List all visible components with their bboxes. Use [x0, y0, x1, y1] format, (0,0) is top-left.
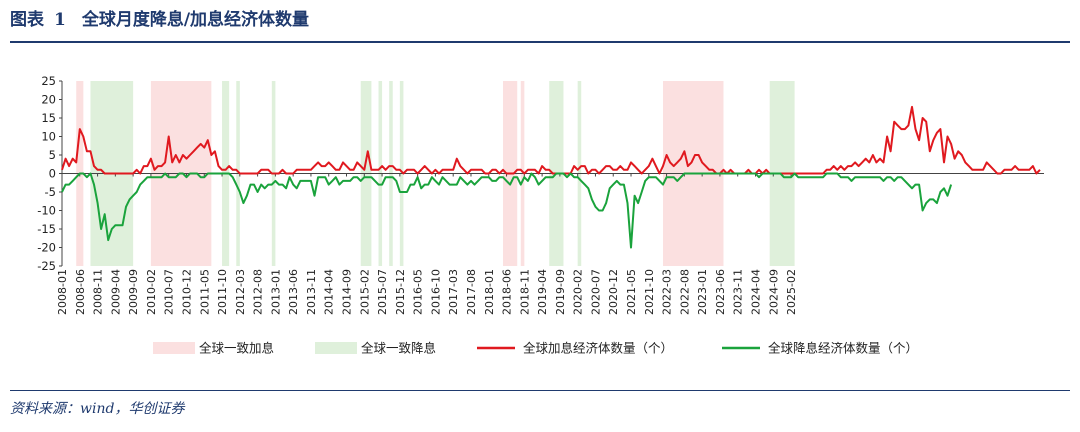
y-tick-label: 20 — [41, 93, 56, 107]
legend-label: 全球降息经济体数量（个） — [768, 341, 918, 356]
y-tick-label: 10 — [41, 130, 56, 144]
source-rule — [10, 390, 1070, 391]
legend-swatch — [153, 342, 195, 354]
x-tick-label: 2018-06 — [501, 269, 514, 315]
x-tick-label: 2023-06 — [714, 269, 727, 315]
x-tick-label: 2024-04 — [749, 269, 762, 315]
y-tick-label: -25 — [37, 259, 56, 273]
x-tick-label: 2018-11 — [518, 269, 531, 315]
x-tick-label: 2017-08 — [465, 269, 478, 315]
chart-legend: 全球一致加息 全球一致降息 全球加息经济体数量（个） 全球降息经济体数量（个） — [153, 341, 918, 356]
x-tick-label: 2015-02 — [358, 269, 371, 315]
y-tick-label: 25 — [41, 74, 56, 88]
x-tick-label: 2015-07 — [376, 269, 389, 315]
x-tick-label: 2012-08 — [252, 269, 265, 315]
x-tick-label: 2020-12 — [607, 269, 620, 315]
x-tick-label: 2023-01 — [696, 269, 709, 315]
x-tick-label: 2014-04 — [323, 269, 336, 315]
y-tick-label: 5 — [49, 148, 56, 162]
x-tick-label: 2020-07 — [589, 269, 602, 315]
x-tick-label: 2014-09 — [341, 269, 354, 315]
x-tick-label: 2010-12 — [180, 269, 193, 315]
legend-label: 全球一致降息 — [361, 341, 436, 356]
x-tick-label: 2008-01 — [56, 269, 69, 315]
x-tick-label: 2010-07 — [163, 269, 176, 315]
x-tick-label: 2016-05 — [412, 269, 425, 315]
figure-number: 1 — [54, 10, 66, 30]
x-tick-label: 2013-11 — [305, 269, 318, 315]
source-note: 资料来源：wind，华创证券 — [10, 401, 185, 417]
x-tick-label: 2019-04 — [536, 269, 549, 315]
x-tick-label: 2022-08 — [678, 269, 691, 315]
x-tick-label: 2019-09 — [554, 269, 567, 315]
y-tick-label: 15 — [41, 111, 56, 125]
legend-label: 全球一致加息 — [199, 341, 274, 356]
figure-label: 图表 — [10, 10, 44, 30]
x-tick-label: 2012-03 — [234, 269, 247, 315]
legend-label: 全球加息经济体数量（个） — [523, 341, 673, 356]
y-tick-label: 0 — [49, 167, 56, 181]
title-rule — [10, 41, 1070, 43]
x-tick-label: 2015-12 — [394, 269, 407, 315]
x-tick-label: 2020-02 — [572, 269, 585, 315]
y-tick-label: -5 — [45, 185, 56, 199]
x-tick-label: 2024-09 — [767, 269, 780, 315]
hike-count-line — [61, 105, 1041, 175]
x-tick-label: 2016-10 — [429, 269, 442, 315]
x-tick-label: 2022-03 — [661, 269, 674, 315]
y-tick-label: -15 — [37, 222, 56, 236]
x-tick-label: 2013-01 — [269, 269, 282, 315]
x-tick-label: 2025-02 — [785, 269, 798, 315]
x-tick-label: 2009-09 — [127, 269, 140, 315]
x-tick-label: 2018-01 — [483, 269, 496, 315]
x-tick-label: 2009-04 — [109, 269, 122, 315]
figure-title: 图表 1 全球月度降息/加息经济体数量 — [10, 6, 309, 34]
x-tick-label: 2011-05 — [198, 269, 211, 315]
x-tick-label: 2011-10 — [216, 269, 229, 315]
legend-swatch — [315, 342, 357, 354]
x-tick-label: 2008-06 — [74, 269, 87, 315]
x-tick-label: 2008-11 — [92, 269, 105, 315]
figure-title-text: 全球月度降息/加息经济体数量 — [81, 10, 310, 30]
series-lines — [61, 105, 1041, 249]
x-tick-label: 2017-03 — [447, 269, 460, 315]
cut-count-line — [61, 172, 953, 249]
x-tick-label: 2023-11 — [732, 269, 745, 315]
y-tick-label: -10 — [37, 204, 56, 218]
x-tick-label: 2021-10 — [643, 269, 656, 315]
x-tick-label: 2010-02 — [145, 269, 158, 315]
y-tick-label: -20 — [37, 241, 56, 255]
x-tick-label: 2021-05 — [625, 269, 638, 315]
x-tick-label: 2013-06 — [287, 269, 300, 315]
